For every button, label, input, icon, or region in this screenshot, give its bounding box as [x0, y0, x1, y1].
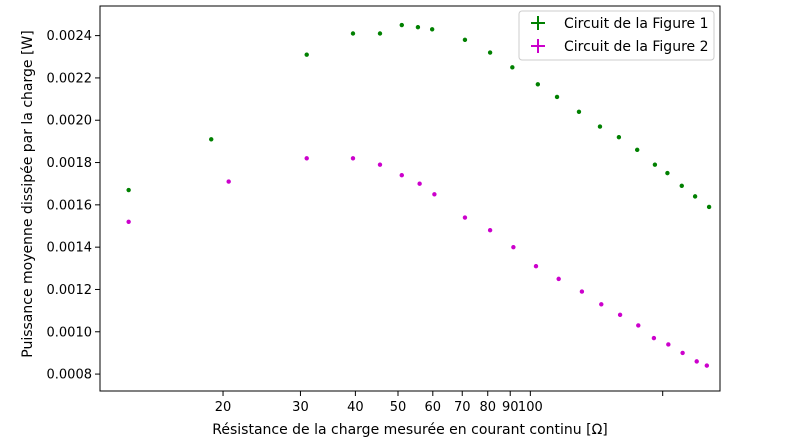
data-point [533, 263, 539, 269]
x-axis-label: Résistance de la charge mesurée en coura… [212, 422, 607, 438]
x-tick-label: 20 [215, 400, 232, 415]
y-tick-label: 0.0008 [47, 368, 93, 383]
data-point [511, 244, 516, 250]
data-point [462, 215, 468, 220]
data-point [417, 181, 422, 186]
legend-box [518, 10, 715, 61]
data-point [304, 156, 309, 161]
data-point [652, 162, 658, 167]
series-1 [126, 22, 712, 210]
x-tick-label: 80 [479, 400, 496, 415]
x-tick-label: 60 [425, 400, 442, 415]
y-tick-label: 0.0014 [47, 241, 93, 256]
y-tick-label: 0.0020 [47, 114, 93, 129]
data-point [377, 162, 383, 167]
data-point [694, 359, 699, 364]
data-point [680, 350, 685, 356]
series-2 [126, 156, 710, 368]
legend-label: Circuit de la Figure 2 [564, 39, 708, 55]
data-point [226, 179, 231, 184]
data-point [616, 134, 622, 140]
data-point [599, 302, 604, 307]
data-point [510, 65, 515, 70]
data-point [579, 289, 585, 294]
data-point [209, 137, 214, 142]
data-point [415, 24, 421, 30]
data-point [432, 192, 437, 197]
data-point [556, 276, 561, 282]
x-tick-label: 100 [518, 400, 543, 415]
y-tick-label: 0.0010 [47, 325, 93, 340]
data-point [636, 323, 641, 328]
y-axis: 0.0008 0.0010 0.0012 0.0014 0.0016 0.0018 0.00… [47, 29, 100, 383]
x-tick-label: 50 [390, 400, 407, 415]
data-point [635, 147, 640, 153]
data-point [399, 173, 404, 178]
data-point [126, 219, 131, 224]
data-point [487, 50, 493, 55]
data-point [692, 194, 698, 199]
x-axis: 20 30 40 50 60 70 80 90 100 [215, 391, 664, 415]
data-point [462, 37, 468, 43]
data-point [350, 156, 356, 161]
data-point [576, 109, 582, 114]
y-tick-label: 0.0024 [47, 29, 93, 44]
x-tick-label: 30 [292, 400, 309, 415]
data-point [704, 363, 710, 368]
y-tick-label: 0.0012 [47, 283, 93, 298]
x-tick-label: 70 [454, 400, 471, 415]
data-point [706, 204, 712, 210]
data-point [666, 342, 671, 347]
data-point [665, 170, 670, 176]
x-tick-label: 40 [347, 400, 364, 415]
x-tick-label: 90 [502, 400, 519, 415]
y-axis-label: Puissance moyenne dissipée par la charge… [20, 30, 36, 357]
data-point [535, 82, 541, 87]
data-point [399, 22, 404, 28]
y-tick-label: 0.0022 [47, 71, 93, 86]
legend-label: Circuit de la Figure 1 [564, 16, 708, 32]
data-point [597, 124, 603, 129]
y-tick-label: 0.0018 [47, 156, 93, 171]
data-point [651, 335, 657, 341]
legend: Circuit de la Figure 1 Circuit de la Figu… [518, 10, 715, 61]
data-point [554, 94, 560, 100]
data-point [617, 312, 623, 318]
plot-frame [99, 5, 721, 392]
data-point [429, 27, 435, 32]
data-point [304, 52, 309, 57]
y-tick-label: 0.0016 [47, 198, 93, 213]
plot-area [99, 5, 721, 392]
data-point [350, 31, 356, 36]
data-point [126, 187, 131, 193]
data-point [679, 183, 684, 189]
data-point [377, 31, 383, 36]
data-point [487, 228, 493, 233]
